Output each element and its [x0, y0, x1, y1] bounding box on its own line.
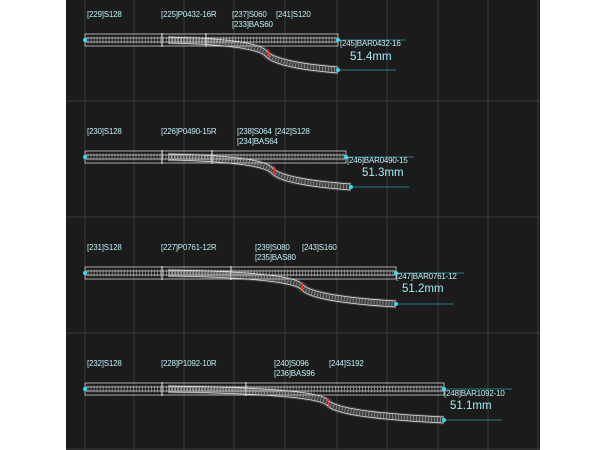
diverging-rail — [167, 391, 445, 424]
endpoint-marker — [83, 155, 87, 159]
diverging-rail — [167, 153, 352, 185]
joint-marker — [267, 49, 270, 58]
track-layout-3 — [83, 266, 464, 309]
track-drawing — [83, 33, 512, 425]
piece-label-curve-end[interactable]: [247]BAR0761-12 — [396, 272, 457, 281]
joint-marker — [273, 166, 276, 175]
piece-label-straight-mid[interactable]: [238]S064 — [237, 127, 272, 136]
diverging-track-bed — [167, 152, 352, 192]
piece-label-straight-mid-2[interactable]: [241]S120 — [276, 10, 311, 19]
piece-label-straight-start[interactable]: [230]S128 — [87, 127, 122, 136]
endpoint-marker — [83, 38, 87, 42]
joint-marker — [327, 398, 330, 408]
piece-label-straight-start[interactable]: [229]S128 — [87, 10, 122, 19]
piece-label-straight-mid-2[interactable]: [242]S128 — [275, 127, 310, 136]
joint-marker — [301, 282, 304, 292]
piece-label-bend[interactable]: [236]BAS96 — [274, 369, 315, 378]
track-layout-1 — [83, 33, 406, 75]
piece-label-bend[interactable]: [234]BAS64 — [237, 137, 278, 146]
piece-label-straight-mid-2[interactable]: [244]S192 — [329, 359, 364, 368]
diverging-rail — [167, 275, 397, 308]
piece-label-curve-end[interactable]: [248]BAR1092-10 — [444, 389, 505, 398]
piece-label-bend[interactable]: [235]BAS80 — [255, 253, 296, 262]
piece-label-straight-mid[interactable]: [240]S096 — [274, 359, 309, 368]
diverging-sleepers — [167, 37, 339, 73]
endpoint-marker — [83, 271, 87, 275]
track-layout-4 — [83, 382, 512, 425]
grid — [66, 0, 540, 450]
piece-label-turnout[interactable]: [228]P1092-10R — [161, 359, 217, 368]
offset-measurement: 51.1mm — [450, 400, 492, 412]
piece-label-curve-end[interactable]: [245]BAR0432-16 — [340, 39, 401, 48]
piece-label-straight-start[interactable]: [232]S128 — [87, 359, 122, 368]
piece-label-straight-mid-2[interactable]: [243]S160 — [302, 243, 337, 252]
piece-label-straight-mid[interactable]: [239]S080 — [255, 243, 290, 252]
diverging-track-bed — [167, 384, 445, 425]
piece-label-straight-mid[interactable]: [237]S060 — [232, 10, 267, 19]
offset-measurement: 51.4mm — [350, 51, 392, 63]
piece-label-straight-start[interactable]: [231]S128 — [87, 243, 122, 252]
piece-label-curve-end[interactable]: [246]BAR0490-15 — [347, 156, 408, 165]
offset-measurement: 51.3mm — [362, 167, 404, 179]
piece-label-bend[interactable]: [233]BAS60 — [232, 20, 273, 29]
piece-label-turnout[interactable]: [225]P0432-16R — [161, 10, 217, 19]
piece-label-turnout[interactable]: [226]P0490-15R — [161, 127, 217, 136]
offset-measurement: 51.2mm — [402, 283, 444, 295]
track-layout-2 — [83, 150, 414, 192]
piece-label-turnout[interactable]: [227]P0761-12R — [161, 243, 217, 252]
diverging-track-bed — [167, 268, 397, 309]
endpoint-marker — [83, 387, 87, 391]
track-layout-canvas[interactable]: [229]S128 [225]P0432-16R [237]S060 [241]… — [66, 0, 540, 450]
